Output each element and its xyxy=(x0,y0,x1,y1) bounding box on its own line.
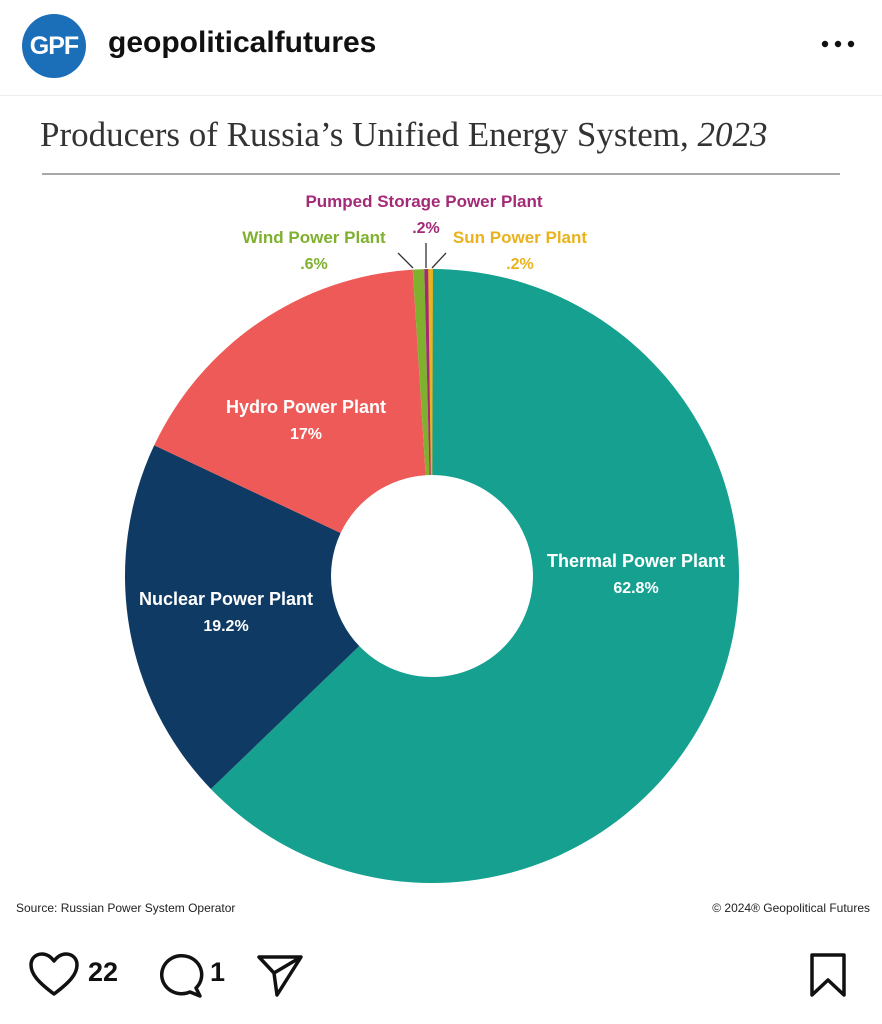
source-note: Source: Russian Power System Operator xyxy=(16,901,236,915)
copyright-note: © 2024® Geopolitical Futures xyxy=(712,901,870,915)
donut-chart: Thermal Power Plant 62.8% Nuclear Power Pl… xyxy=(125,192,740,884)
like-icon[interactable] xyxy=(28,952,80,1003)
slice-wind-power-plant xyxy=(412,269,430,476)
value-hydro-power-plant: 17% xyxy=(290,426,322,443)
slice-sun-power-plant xyxy=(428,269,433,476)
slice-thermal-power-plant xyxy=(210,269,740,884)
value-pumped-storage-power-plant: .2% xyxy=(412,220,440,237)
chart-title: Producers of Russia’s Unified Energy Sys… xyxy=(40,115,845,155)
slice-hydro-power-plant xyxy=(154,269,426,533)
label-pumped-storage-power-plant: Pumped Storage Power Plant xyxy=(305,192,542,211)
post-header: GPF geopoliticalfutures xyxy=(0,0,882,96)
slice-nuclear-power-plant xyxy=(125,445,360,789)
share-icon[interactable] xyxy=(256,952,304,1003)
chart-title-main: Producers of Russia’s Unified Energy Sys… xyxy=(40,115,698,154)
label-thermal-power-plant: Thermal Power Plant xyxy=(547,551,725,571)
value-nuclear-power-plant: 19.2% xyxy=(203,618,248,635)
value-thermal-power-plant: 62.8% xyxy=(613,580,658,597)
leader-sun-power-plant xyxy=(431,252,447,269)
comment-icon[interactable] xyxy=(156,952,204,1005)
title-divider xyxy=(42,173,840,175)
label-hydro-power-plant: Hydro Power Plant xyxy=(226,397,386,417)
label-nuclear-power-plant: Nuclear Power Plant xyxy=(139,589,313,609)
chart-title-year: 2023 xyxy=(697,115,768,154)
value-sun-power-plant: .2% xyxy=(506,256,534,273)
username[interactable]: geopoliticalfutures xyxy=(108,26,377,59)
action-bar: 22 1 xyxy=(0,932,882,1024)
like-count[interactable]: 22 xyxy=(88,957,119,987)
label-sun-power-plant: Sun Power Plant xyxy=(453,228,587,247)
comment-count[interactable]: 1 xyxy=(210,957,226,987)
label-wind-power-plant: Wind Power Plant xyxy=(242,228,386,247)
value-wind-power-plant: .6% xyxy=(300,256,328,273)
avatar[interactable]: GPF xyxy=(22,14,86,78)
avatar-text: GPF xyxy=(29,31,79,60)
leader-wind-power-plant xyxy=(397,252,414,269)
more-options-icon[interactable] xyxy=(816,26,860,62)
bookmark-icon[interactable] xyxy=(808,952,848,1003)
post-image[interactable]: Producers of Russia’s Unified Energy Sys… xyxy=(0,97,882,930)
